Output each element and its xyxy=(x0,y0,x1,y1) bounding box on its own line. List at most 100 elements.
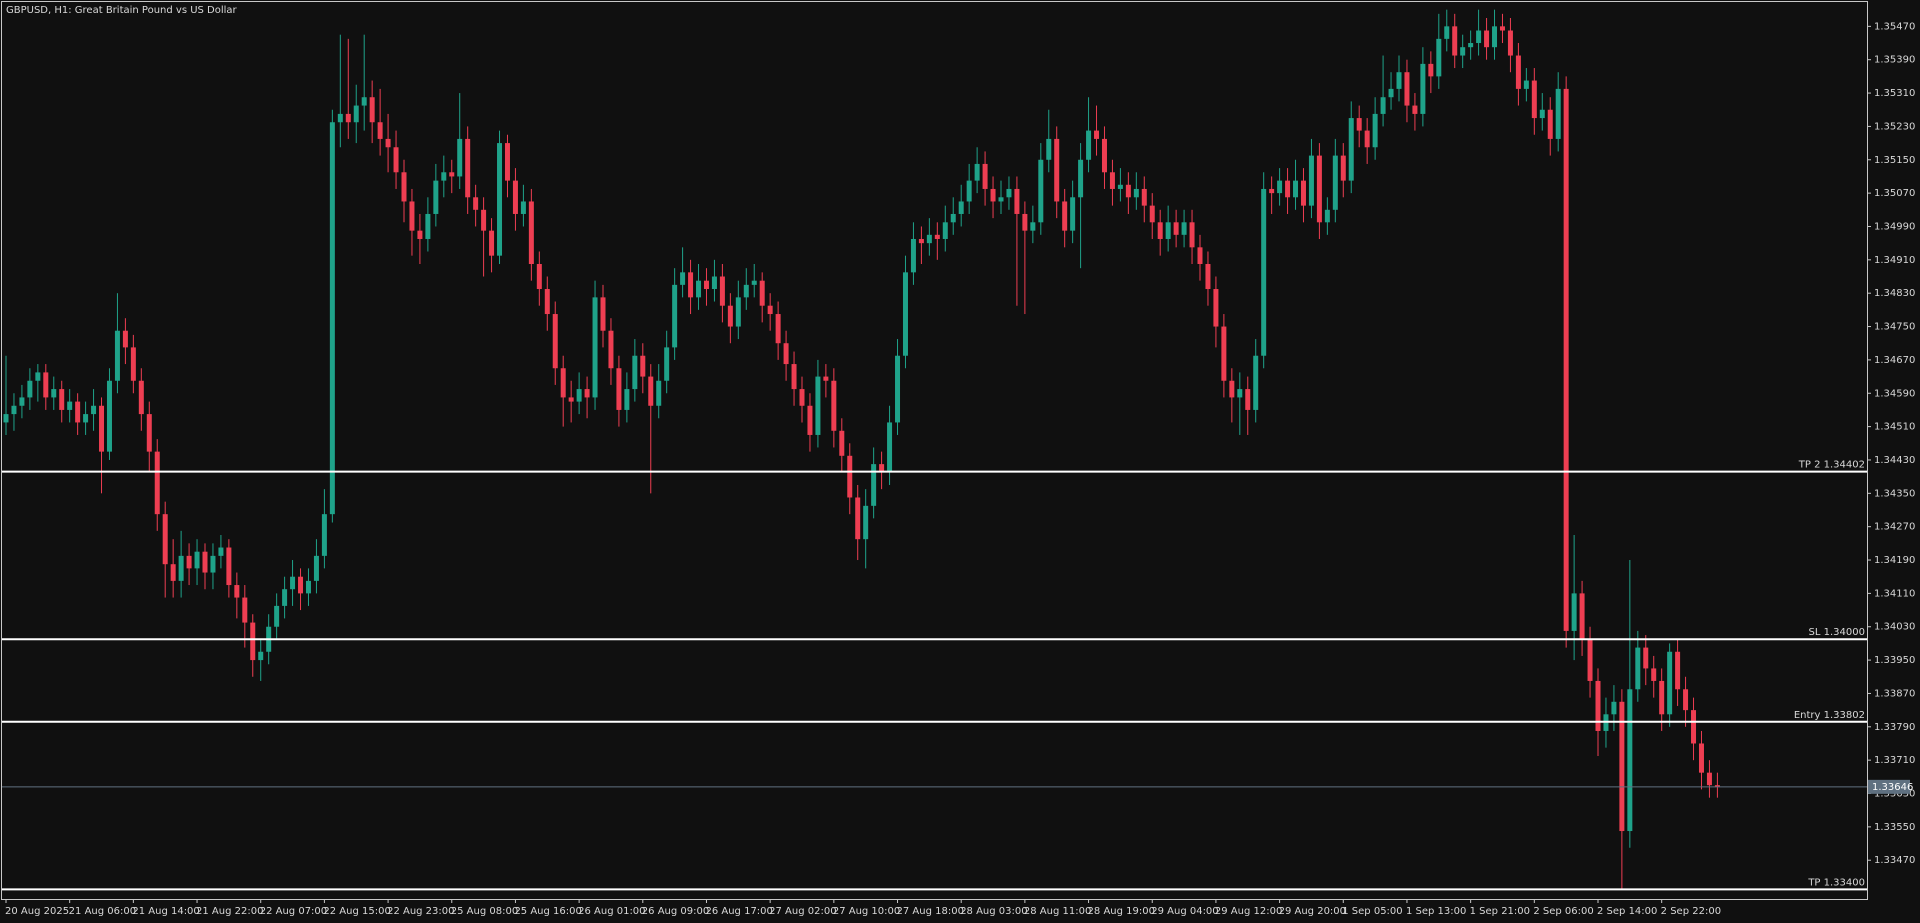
candle-body xyxy=(536,264,542,290)
candle-body xyxy=(727,305,733,327)
candle-body xyxy=(1579,593,1585,640)
x-tick-label: 28 Aug 03:00 xyxy=(960,906,1027,917)
candle-body xyxy=(1547,109,1553,139)
candle-body xyxy=(1213,289,1219,327)
candle-body xyxy=(35,372,41,381)
candle-body xyxy=(934,234,940,239)
candle-body xyxy=(178,555,184,581)
candle-body xyxy=(1698,743,1704,773)
x-tick-label: 28 Aug 11:00 xyxy=(1024,906,1091,917)
candle-body xyxy=(1675,651,1681,690)
candle-body xyxy=(664,347,670,381)
candle-body xyxy=(361,97,367,106)
candle-body xyxy=(711,276,717,290)
candle-body xyxy=(1173,222,1179,235)
candle-body xyxy=(831,380,837,431)
y-tick-label: 1.34190 xyxy=(1874,555,1915,566)
candle-body xyxy=(481,209,487,231)
candle-body xyxy=(1643,647,1649,669)
candle-body xyxy=(234,585,240,598)
candle-body xyxy=(1117,184,1123,189)
y-tick-label: 1.33710 xyxy=(1874,755,1915,766)
y-tick-label: 1.35470 xyxy=(1874,21,1915,32)
candle-body xyxy=(1022,213,1028,231)
candle-body xyxy=(226,547,232,586)
candle-body xyxy=(1396,72,1402,89)
candle-body xyxy=(1086,130,1092,160)
candle-body xyxy=(353,105,359,123)
x-tick-label: 2 Sep 14:00 xyxy=(1597,906,1657,917)
candle-body xyxy=(1683,689,1689,711)
candle-body xyxy=(1109,172,1115,189)
candle-body xyxy=(624,389,630,410)
candle-body xyxy=(966,180,972,202)
y-tick-label: 1.33950 xyxy=(1874,655,1915,666)
level-label: TP 1.33400 xyxy=(1807,877,1865,888)
x-tick-label: 2 Sep 22:00 xyxy=(1661,906,1721,917)
x-tick-label: 22 Aug 23:00 xyxy=(387,906,454,917)
level-label: SL 1.34000 xyxy=(1809,627,1865,638)
candle-body xyxy=(75,401,81,423)
candle-body xyxy=(1157,222,1163,239)
y-tick-label: 1.34590 xyxy=(1874,388,1915,399)
candle-body xyxy=(242,597,248,623)
candle-body xyxy=(719,276,725,306)
candle-body xyxy=(417,230,423,239)
candle-body xyxy=(1285,180,1291,198)
candle-body xyxy=(313,555,319,581)
candle-body xyxy=(990,188,996,202)
candle-body xyxy=(1706,772,1712,786)
candle-body xyxy=(194,551,200,569)
candle-body xyxy=(393,147,399,173)
candle-body xyxy=(544,289,550,315)
candle-body xyxy=(1205,264,1211,290)
candle-body xyxy=(982,163,988,189)
y-tick-label: 1.34430 xyxy=(1874,455,1915,466)
candle-body xyxy=(409,201,415,231)
candle-body xyxy=(1006,188,1012,198)
candle-body xyxy=(1404,72,1410,106)
candle-body xyxy=(489,230,495,256)
x-tick-label: 29 Aug 20:00 xyxy=(1279,906,1346,917)
candle-body xyxy=(51,389,57,398)
candle-body xyxy=(584,389,590,398)
y-tick-label: 1.34270 xyxy=(1874,522,1915,533)
candle-body xyxy=(1659,680,1665,715)
candle-body xyxy=(186,555,192,569)
level-label: Entry 1.33802 xyxy=(1794,710,1865,721)
candle-body xyxy=(1364,130,1370,148)
candle-body xyxy=(775,314,781,344)
candle-body xyxy=(815,376,821,435)
candle-body xyxy=(162,514,168,565)
candle-body xyxy=(1587,639,1593,681)
candle-body xyxy=(1133,188,1139,198)
y-tick-label: 1.34110 xyxy=(1874,588,1915,599)
candle-body xyxy=(210,555,216,573)
candle-body xyxy=(1181,222,1187,235)
y-tick-label: 1.34910 xyxy=(1874,255,1915,266)
candle-body xyxy=(67,401,73,410)
candle-body xyxy=(560,368,566,398)
candle-body xyxy=(1253,355,1259,410)
candle-body xyxy=(504,143,510,181)
candle-body xyxy=(441,172,447,181)
candle-body xyxy=(1269,188,1275,194)
x-tick-label: 21 Aug 14:00 xyxy=(132,906,199,917)
y-tick-label: 1.35310 xyxy=(1874,88,1915,99)
x-tick-label: 26 Aug 17:00 xyxy=(705,906,772,917)
candle-body xyxy=(871,464,877,506)
candle-body xyxy=(672,284,678,348)
x-tick-label: 22 Aug 07:00 xyxy=(260,906,327,917)
candle-body xyxy=(1189,222,1195,248)
candle-body xyxy=(202,551,208,573)
candle-body xyxy=(735,297,741,327)
x-tick-label: 26 Aug 01:00 xyxy=(578,906,645,917)
candle-body xyxy=(1324,209,1330,223)
y-tick-label: 1.34830 xyxy=(1874,288,1915,299)
level-label: TP 2 1.34402 xyxy=(1798,460,1865,471)
x-tick-label: 26 Aug 09:00 xyxy=(642,906,709,917)
candle-body xyxy=(1444,26,1450,39)
candle-body xyxy=(632,355,638,390)
candle-body xyxy=(1627,689,1633,832)
candle-body xyxy=(512,180,518,214)
